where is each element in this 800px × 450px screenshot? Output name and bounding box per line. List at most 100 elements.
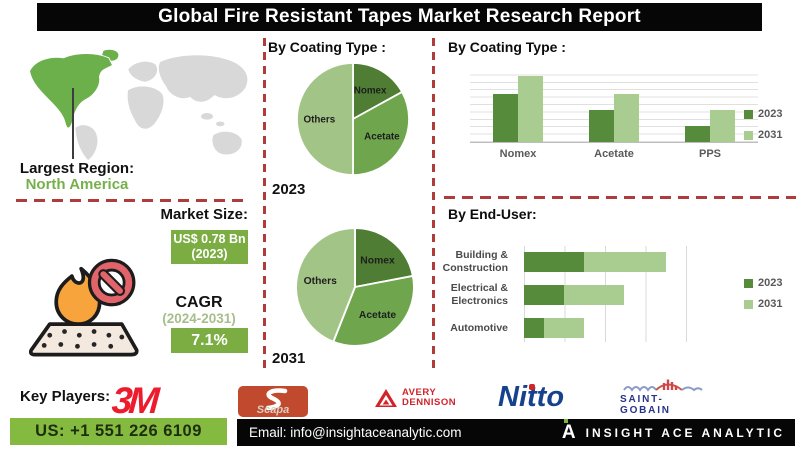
island (215, 120, 226, 128)
enduser-bar-legend: 2023 2031 (744, 277, 782, 310)
brand-green-dot-icon (563, 419, 568, 423)
enduser-section-header: By End-User: (448, 206, 537, 222)
continent-south-america (74, 124, 99, 162)
cagr-value-box: 7.1% (171, 328, 248, 353)
legend-label-2031: 2031 (758, 129, 783, 141)
logo-saint-gobain: SAINT-GOBAIN (620, 377, 706, 416)
segment-2023 (524, 252, 584, 272)
continent-asia (157, 54, 249, 103)
bar-row-building-construction (524, 252, 666, 272)
prohibition-sign (87, 258, 136, 307)
segment-2031 (544, 318, 584, 338)
scapa-box (238, 386, 308, 417)
separator-right (444, 196, 796, 199)
pie-slice-label: Others (304, 276, 338, 287)
largest-region-label: Largest Region: (19, 160, 135, 177)
page-title: Global Fire Resistant Tapes Market Resea… (158, 6, 641, 27)
pie-slice-label: Acetate (364, 132, 400, 143)
pie-slice-label: Nomex (360, 255, 395, 266)
continent-north-america (29, 53, 114, 129)
market-size-label: Market Size: (160, 206, 248, 223)
segment-2023 (524, 318, 544, 338)
saint-gobain-bridge-icon (623, 379, 703, 392)
pie-slice-others (296, 62, 354, 176)
email-bar: Email: info@insightaceanalytic.com A INS… (237, 419, 795, 446)
bar-group-nomex (493, 68, 543, 142)
pie-year-2031: 2031 (272, 350, 306, 367)
legend-item-2031: 2031 (744, 298, 782, 310)
bar-category-label: Acetate (594, 148, 634, 160)
bar-acetate-2031 (614, 93, 639, 142)
pie-year-2023: 2023 (272, 181, 306, 198)
continent-africa (126, 85, 165, 130)
market-size-value-box: US$ 0.78 Bn (2023) (171, 230, 248, 264)
cagr-label: CAGR (175, 294, 223, 311)
bar-row-label-line: Construction (442, 262, 508, 274)
cagr-period: (2024-2031) (162, 311, 236, 326)
bar-pps-2031 (710, 110, 735, 142)
logo-nitto: Nitto (498, 381, 564, 414)
scapa-s-icon (265, 388, 288, 411)
pie-slice-nomex (352, 62, 403, 120)
email-address: Email: info@insightaceanalytic.com (249, 425, 462, 440)
tape-mat-shape (28, 322, 139, 357)
pie-slice-label: Others (304, 114, 336, 125)
bar-section-header: By Coating Type : (448, 39, 566, 55)
bar-group-pps (685, 68, 735, 142)
scapa-wordmark: Scapa (257, 404, 289, 416)
pie-slice-others (295, 227, 356, 343)
legend-label-2031: 2031 (758, 298, 783, 310)
market-size-year: (2023) (191, 247, 228, 261)
brand-name: INSIGHT ACE ANALYTIC (585, 425, 785, 440)
separator-vertical-1 (263, 38, 266, 372)
avery-line2: DENNISON (402, 397, 457, 408)
fire-resistant-icon (22, 252, 144, 372)
legend-swatch-2023 (744, 278, 753, 288)
avery-triangle-icon (375, 389, 397, 407)
legend-swatch-2031 (744, 299, 753, 309)
no-fire-icon (28, 258, 139, 357)
bar-pps-2023 (685, 126, 710, 142)
coating-pie-2031: Nomex Acetate Others (293, 225, 417, 349)
coating-bar-category-labels: Nomex Acetate PPS (470, 148, 758, 160)
market-size-value: US$ 0.78 Bn (173, 232, 246, 246)
bar-nomex-2031 (518, 76, 543, 142)
avery-wordmark: AVERY DENNISON (402, 388, 456, 408)
brand-block: A INSIGHT ACE ANALYTIC (562, 419, 785, 446)
coating-pie-2023-svg: Nomex Acetate Others (296, 62, 410, 176)
logo-scapa: Scapa (238, 386, 308, 417)
enduser-bar-plot (524, 246, 687, 342)
avery-line1: AVERY (402, 387, 437, 398)
coating-bar-legend: 2023 2031 (744, 108, 782, 141)
legend-swatch-2023 (744, 109, 753, 119)
bar-row-label: Building & Construction (443, 249, 508, 275)
bar-row-electrical-electronics (524, 285, 624, 305)
pie-slice-acetate (352, 91, 410, 176)
bar-group-acetate (589, 68, 639, 142)
coating-bar-plot (470, 68, 758, 143)
island (199, 112, 215, 121)
title-bar: Global Fire Resistant Tapes Market Resea… (37, 3, 762, 31)
segment-2031 (584, 252, 666, 272)
legend-item-2031: 2031 (744, 129, 782, 141)
bar-row-automotive (524, 318, 584, 338)
pie-slice-nomex (354, 227, 414, 288)
bar-category-label: PPS (698, 148, 721, 160)
continent-australia (211, 130, 243, 156)
coating-pie-2023: Nomex Acetate Others (294, 60, 412, 178)
bar-row-label-line: Electrical & (450, 282, 508, 294)
bar-category-label: Nomex (499, 148, 537, 160)
segment-2023 (524, 285, 564, 305)
legend-swatch-2031 (744, 130, 753, 140)
legend-item-2023: 2023 (744, 277, 782, 289)
world-map-svg (29, 48, 249, 162)
nitto-dot-icon (529, 384, 535, 390)
logo-avery-dennison: AVERY DENNISON (374, 388, 456, 408)
continent-europe (127, 60, 159, 83)
region-pointer-line (72, 88, 74, 159)
bar-row-label: Automotive (450, 322, 508, 335)
bar-nomex-2023 (493, 93, 518, 142)
saint-gobain-wordmark: SAINT-GOBAIN (620, 394, 671, 416)
largest-region-value: North America (25, 176, 129, 193)
